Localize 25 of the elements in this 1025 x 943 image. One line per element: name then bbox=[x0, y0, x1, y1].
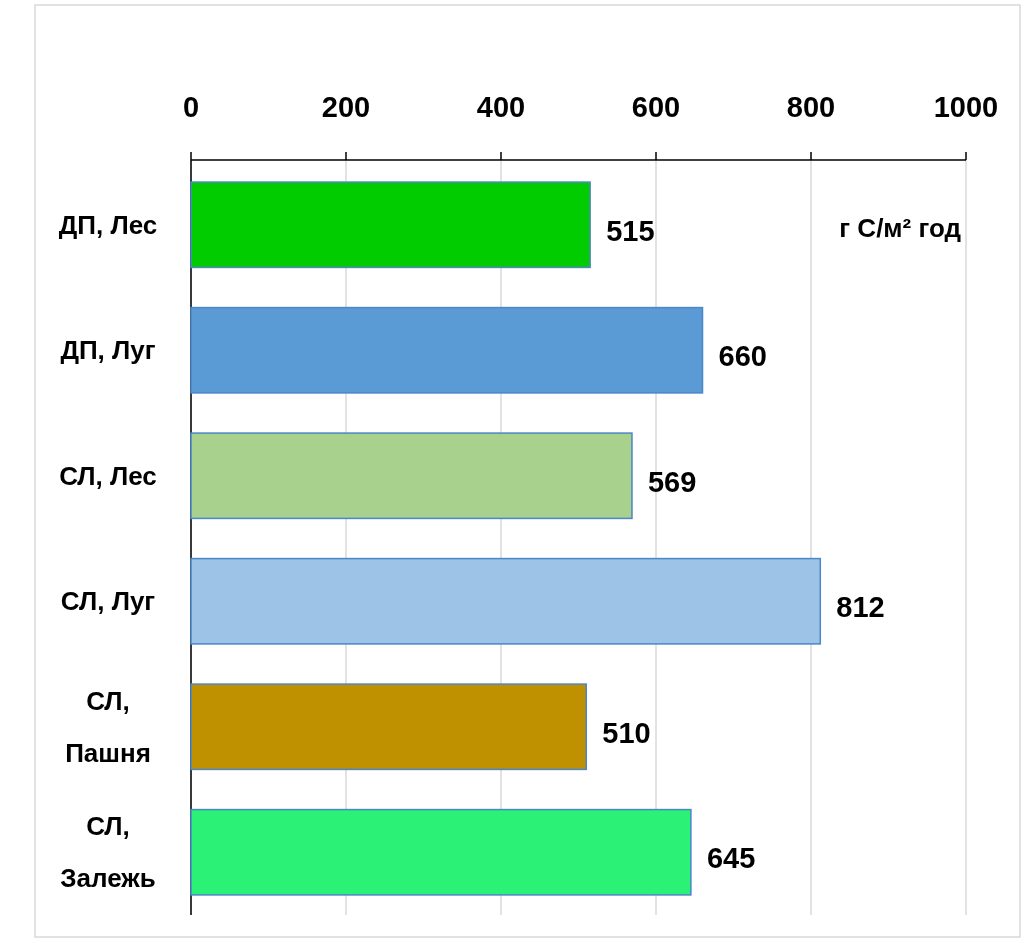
data-label: 645 bbox=[706, 842, 756, 875]
y-tick-label: ДП, Луг bbox=[60, 335, 156, 366]
data-label: 569 bbox=[647, 465, 697, 498]
data-label: 812 bbox=[836, 591, 885, 624]
x-tick-label: 400 bbox=[476, 91, 526, 123]
annotation: г C/м² год bbox=[839, 213, 962, 243]
x-tick-label: 200 bbox=[321, 91, 371, 123]
bar bbox=[190, 306, 704, 394]
y-tick-label: СЛ, Пашня bbox=[65, 685, 151, 768]
bar bbox=[190, 432, 633, 520]
y-tick-label: СЛ, Луг bbox=[60, 586, 156, 617]
x-tick-label: 600 bbox=[631, 91, 681, 123]
bar bbox=[190, 808, 692, 896]
x-tick-label: 1000 bbox=[933, 91, 999, 123]
data-label: 515 bbox=[606, 214, 655, 247]
bar bbox=[190, 683, 587, 771]
data-label: 660 bbox=[718, 340, 767, 373]
x-tick-label: 800 bbox=[786, 91, 836, 123]
bar bbox=[190, 557, 822, 645]
y-tick-label: СЛ, Лес bbox=[59, 460, 157, 491]
bar bbox=[190, 181, 591, 269]
y-tick-label: СЛ, Залежь bbox=[60, 811, 156, 894]
y-tick-label: ДП, Лес bbox=[58, 209, 158, 240]
x-tick-label: 0 bbox=[182, 91, 200, 123]
data-label: 510 bbox=[602, 716, 651, 749]
